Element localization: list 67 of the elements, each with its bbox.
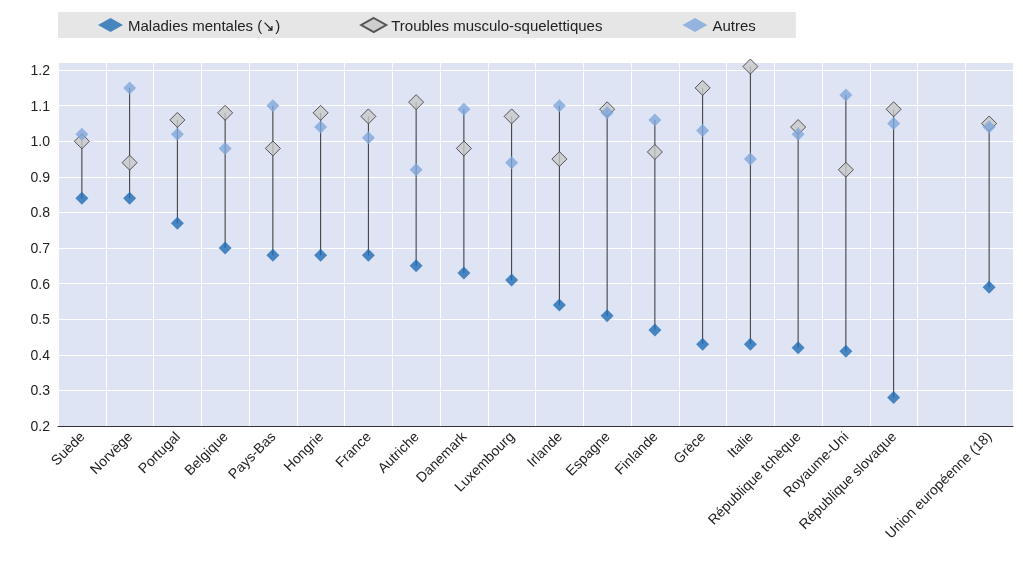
point [264,140,281,157]
point [837,161,854,178]
y-tick-label: 1.1 [30,97,51,114]
point [696,124,710,138]
point [743,152,757,166]
point [314,120,328,134]
point [503,108,520,125]
point [361,131,375,145]
point [314,248,328,262]
y-tick-label: 0.4 [30,346,51,363]
point [217,104,234,121]
legend-label: Maladies mentales (↘) [128,16,281,34]
point [743,337,757,351]
point [169,111,186,128]
y-tick-label: 0.8 [30,204,51,221]
y-tick-label: 0.3 [30,382,51,399]
point [791,127,805,141]
point [552,298,566,312]
y-tick-label: 0.7 [30,240,51,257]
point [75,127,89,141]
point [408,94,425,111]
point [505,156,519,170]
point [982,120,996,134]
point [742,58,759,75]
point [887,391,901,405]
point [646,143,663,160]
point [170,127,184,141]
legend-label: Autres [712,16,756,34]
point [266,248,280,262]
point [170,216,184,230]
y-tick-label: 0.2 [30,418,51,434]
point [121,154,138,171]
point [648,323,662,337]
legend-label: Troubles musculo-squelettiques [391,16,603,34]
point [457,102,471,116]
point [457,266,471,280]
point [123,191,137,205]
point [218,141,232,155]
point [885,101,902,118]
point [312,104,329,121]
point [360,108,377,125]
point [887,117,901,130]
point [839,88,853,102]
y-tick-label: 0.9 [30,168,51,185]
y-tick-label: 1.0 [30,133,51,150]
point [455,140,472,157]
point [694,79,711,96]
point [600,309,614,323]
point [409,163,423,177]
point [123,81,137,95]
y-tick-label: 0.6 [30,275,51,292]
point [648,113,662,127]
point [218,241,232,255]
point [552,99,566,113]
point [505,273,519,287]
y-tick-label: 0.5 [30,311,51,328]
point [600,106,614,120]
point [982,280,996,294]
point [266,99,280,113]
point [75,191,89,205]
point [409,259,423,273]
point [551,151,568,168]
point [361,248,375,262]
point [839,344,853,358]
y-tick-label: 1.2 [30,62,51,79]
point [696,337,710,351]
point [791,341,805,355]
